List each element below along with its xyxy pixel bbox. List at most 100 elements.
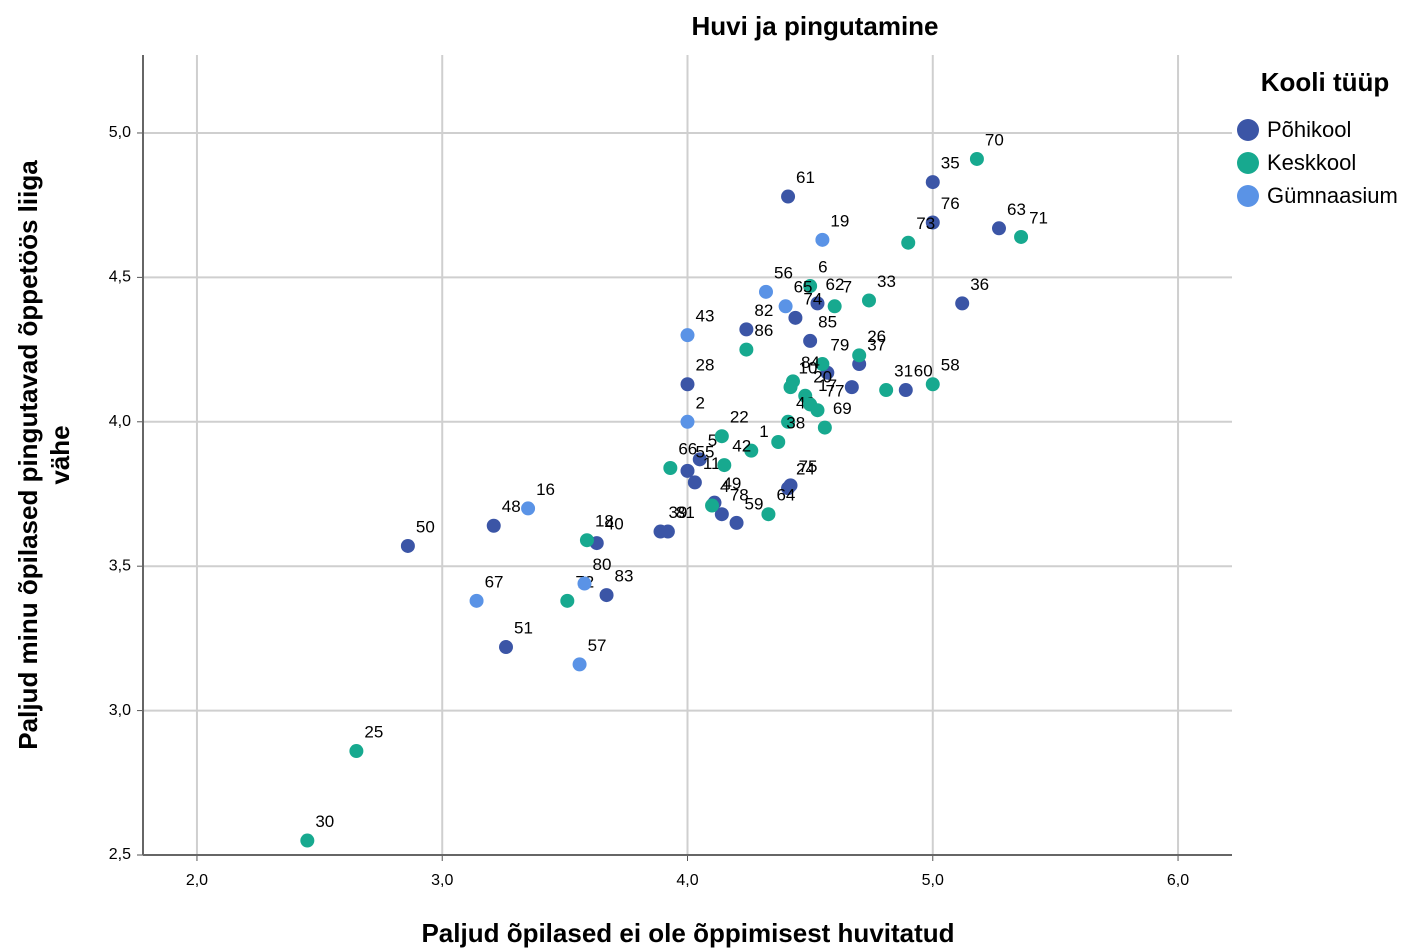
point-label: 25 — [364, 723, 383, 742]
legend-label: Gümnaasium — [1267, 183, 1398, 208]
point-label: 33 — [877, 272, 896, 291]
point-label: 5 — [708, 431, 717, 450]
y-axis-label: vähe — [45, 425, 75, 484]
point-label: 16 — [536, 480, 555, 499]
point-label: 60 — [914, 362, 933, 381]
point — [717, 458, 732, 473]
point — [901, 235, 916, 250]
point — [680, 377, 695, 392]
point-label: 77 — [825, 382, 844, 401]
point-label: 31 — [894, 362, 913, 381]
point — [969, 151, 984, 166]
point-label: 61 — [796, 168, 815, 187]
point-label: 43 — [696, 307, 715, 326]
y-tick-label: 5,0 — [109, 124, 131, 141]
point-label: 20 — [813, 367, 832, 386]
point-label: 36 — [970, 275, 989, 294]
point — [705, 498, 720, 513]
point-label: 30 — [315, 812, 334, 831]
point — [781, 414, 796, 429]
point — [680, 328, 695, 343]
x-tick-label: 5,0 — [922, 872, 944, 889]
legend-marker — [1237, 185, 1259, 207]
point — [803, 279, 818, 294]
point-label: 48 — [502, 497, 521, 516]
point-label: 55 — [696, 442, 715, 461]
point — [300, 833, 315, 848]
point — [680, 414, 695, 429]
point-label: 28 — [696, 356, 715, 375]
point-label: 82 — [754, 301, 773, 320]
point — [898, 383, 913, 398]
point-label: 22 — [730, 408, 749, 427]
point — [778, 299, 793, 314]
point — [486, 518, 501, 533]
point — [827, 299, 842, 314]
point — [599, 588, 614, 603]
point — [660, 524, 675, 539]
point — [739, 322, 754, 337]
y-tick-label: 4,5 — [109, 269, 131, 286]
point — [925, 215, 940, 230]
point — [879, 383, 894, 398]
point-label: 50 — [416, 517, 435, 536]
point — [844, 380, 859, 395]
point — [521, 501, 536, 516]
point — [781, 189, 796, 204]
legend-label: Põhikool — [1267, 117, 1351, 142]
point-label: 17 — [818, 376, 837, 395]
point — [1014, 229, 1029, 244]
legend-title: Kooli tüüp — [1261, 67, 1390, 97]
point — [815, 357, 830, 372]
y-tick-label: 2,5 — [109, 846, 131, 863]
y-axis-label: Paljud minu õpilased pingutavad õppetöös… — [13, 160, 43, 750]
point — [739, 342, 754, 357]
point-label: 1 — [759, 422, 768, 441]
x-axis-label: Paljud õpilased ei ole õppimisest huvita… — [421, 918, 954, 948]
point-label: 66 — [678, 439, 697, 458]
legend-marker — [1237, 119, 1259, 141]
point — [991, 221, 1006, 236]
legend-marker — [1237, 152, 1259, 174]
point-label: 71 — [1029, 208, 1048, 227]
point-label: 11 — [703, 454, 721, 473]
point-label: 19 — [830, 211, 849, 230]
point — [758, 284, 773, 299]
point — [955, 296, 970, 311]
point-label: 59 — [745, 494, 764, 513]
point-label: 85 — [818, 312, 837, 331]
point — [349, 744, 364, 759]
point-label: 80 — [592, 555, 611, 574]
point — [761, 507, 776, 522]
y-tick-label: 3,0 — [109, 702, 131, 719]
point — [925, 175, 940, 190]
point — [815, 232, 830, 247]
point — [817, 420, 832, 435]
point-label: 62 — [825, 275, 844, 294]
point — [771, 435, 786, 450]
point-label: 57 — [588, 636, 607, 655]
chart-title: Huvi ja pingutamine — [691, 11, 938, 41]
point — [499, 640, 513, 655]
point — [469, 593, 484, 608]
point — [400, 538, 415, 553]
point-label: 49 — [722, 474, 741, 493]
point-label: 86 — [754, 321, 773, 340]
point-label: 58 — [941, 356, 960, 375]
point — [680, 463, 695, 478]
point — [803, 333, 818, 348]
point-label: 65 — [794, 278, 813, 297]
point — [692, 452, 707, 467]
point-label: 79 — [830, 336, 849, 355]
point — [577, 576, 592, 591]
point-label: 42 — [732, 437, 751, 456]
point — [663, 460, 678, 475]
point-label: 24 — [796, 460, 815, 479]
point-label: 51 — [514, 619, 533, 638]
point-label: 84 — [801, 353, 820, 372]
point-label: 26 — [867, 327, 886, 346]
point — [810, 403, 825, 418]
point-label: 70 — [985, 130, 1004, 149]
point — [560, 593, 575, 608]
point — [714, 429, 729, 444]
